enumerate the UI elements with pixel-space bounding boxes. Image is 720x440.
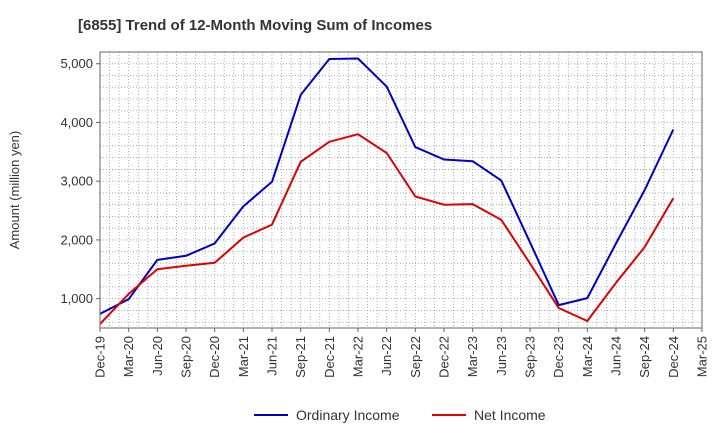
x-tick-label: Mar-25 xyxy=(695,336,710,377)
x-tick-label: Dec-24 xyxy=(666,336,681,378)
x-tick-label: Sep-24 xyxy=(637,336,652,378)
y-tick-labels: 1,000 2,000 3,000 4,000 5,000 xyxy=(60,56,100,306)
x-tick-label: Sep-20 xyxy=(179,336,194,378)
x-tick-labels: Dec-19 Mar-20 Jun-20 Sep-20 Dec-20 Mar-21 Jun-… xyxy=(93,328,710,378)
x-tick-label: Sep-22 xyxy=(408,336,423,378)
x-tick-label: Dec-23 xyxy=(551,336,566,378)
y-tick-label: 4,000 xyxy=(60,115,93,130)
series-layer xyxy=(99,57,675,325)
x-tick-label: Jun-24 xyxy=(609,336,624,376)
x-tick-label: Mar-23 xyxy=(465,336,480,377)
x-tick-label: Sep-23 xyxy=(523,336,538,378)
x-tick-label: Mar-22 xyxy=(351,336,366,377)
x-tick-label: Dec-22 xyxy=(437,336,452,378)
series-line-ordinary-income xyxy=(99,57,675,315)
chart-title: [6855] Trend of 12-Month Moving Sum of I… xyxy=(78,17,432,34)
x-tick-label: Mar-21 xyxy=(236,336,251,377)
x-tick-label: Jun-20 xyxy=(150,336,165,376)
x-tick-label: Jun-23 xyxy=(494,336,509,376)
legend-label: Net Income xyxy=(474,407,546,423)
x-tick-label: Dec-20 xyxy=(207,336,222,378)
legend-label: Ordinary Income xyxy=(296,407,400,423)
x-tick-label: Mar-24 xyxy=(580,336,595,377)
plot-frame xyxy=(99,51,703,329)
x-tick-label: Dec-21 xyxy=(322,336,337,378)
x-tick-label: Jun-22 xyxy=(379,336,394,376)
y-tick-label: 2,000 xyxy=(60,232,93,247)
grid xyxy=(99,51,703,328)
x-tick-label: Sep-21 xyxy=(293,336,308,378)
y-axis-label: Amount (million yen) xyxy=(7,131,22,250)
y-tick-label: 5,000 xyxy=(60,56,93,71)
x-tick-label: Dec-19 xyxy=(93,336,108,378)
y-tick-label: 1,000 xyxy=(60,291,93,306)
x-tick-label: Mar-20 xyxy=(121,336,136,377)
x-tick-label: Jun-21 xyxy=(265,336,280,376)
series-line-net-income xyxy=(99,133,675,325)
y-tick-label: 3,000 xyxy=(60,174,93,189)
legend: Ordinary Income Net Income xyxy=(254,407,546,423)
